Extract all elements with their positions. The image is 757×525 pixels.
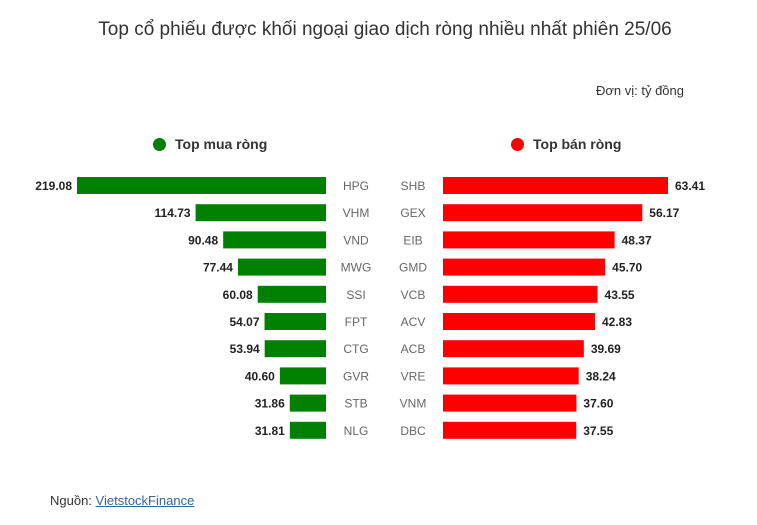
buy-value-label: 40.60 — [245, 369, 275, 383]
buy-value-label: 31.86 — [255, 397, 285, 411]
sell-bar-vcb — [443, 285, 598, 303]
buy-bar-nlg — [289, 421, 326, 439]
buy-ticker-label: HPG — [343, 179, 369, 193]
buy-value-label: 53.94 — [230, 342, 260, 356]
buy-ticker-label: CTG — [343, 342, 368, 356]
sell-value-label: 48.37 — [622, 233, 652, 247]
sell-bar-vnm — [443, 394, 577, 412]
legend-buy-label: Top mua ròng — [175, 136, 268, 152]
sell-ticker-label: EIB — [403, 233, 422, 247]
sell-ticker-label: ACV — [401, 315, 426, 329]
source-note: Nguồn: VietstockFinance — [50, 493, 194, 508]
sell-ticker-label: GMD — [399, 261, 427, 275]
sell-ticker-label: ACB — [401, 342, 426, 356]
sell-value-label: 63.41 — [675, 179, 705, 193]
buy-bar-stb — [289, 394, 326, 412]
unit-label: Đơn vị: tỷ đồng — [595, 83, 684, 98]
sell-value-label: 43.55 — [605, 288, 635, 302]
buy-ticker-label: NLG — [344, 424, 369, 438]
sell-bar-acv — [443, 313, 595, 330]
legend-sell-dot — [511, 137, 524, 151]
buy-value-label: 219.08 — [35, 179, 72, 193]
buy-ticker-label: STB — [344, 397, 367, 411]
buy-value-label: 90.48 — [188, 233, 218, 247]
buy-bar-fpt — [264, 313, 326, 330]
legend-buy: Top mua ròng — [153, 136, 267, 152]
sell-bar-gmd — [443, 258, 606, 276]
chart-title: Top cổ phiếu được khối ngoại giao dịch r… — [98, 19, 672, 40]
sell-ticker-label: GEX — [400, 206, 425, 220]
sell-bar-dbc — [443, 421, 577, 439]
buy-bar-mwg — [237, 258, 326, 276]
buy-bar-vhm — [195, 204, 326, 222]
buy-value-label: 114.73 — [155, 206, 191, 220]
sell-value-label: 38.24 — [586, 369, 616, 383]
sell-bar-vre — [443, 367, 579, 385]
sell-value-label: 37.60 — [583, 397, 613, 411]
sell-value-label: 39.69 — [591, 342, 621, 356]
source-link[interactable]: VietstockFinance — [95, 493, 195, 508]
buy-value-label: 31.81 — [255, 424, 285, 438]
buy-ticker-label: MWG — [341, 261, 372, 275]
buy-bar-gvr — [279, 367, 326, 385]
sell-bar-acb — [443, 340, 584, 358]
legend-buy-dot — [153, 137, 166, 151]
sell-bar-eib — [443, 231, 615, 249]
buy-ticker-label: GVR — [343, 369, 369, 383]
buy-value-label: 60.08 — [223, 288, 253, 302]
buy-bar-ctg — [264, 340, 326, 358]
sell-ticker-label: VNM — [400, 397, 427, 411]
buy-ticker-label: SSI — [346, 288, 365, 302]
sell-value-label: 37.55 — [583, 424, 613, 438]
buy-value-label: 54.07 — [230, 315, 260, 329]
buy-ticker-label: VHM — [343, 206, 370, 220]
sell-ticker-label: DBC — [400, 424, 426, 438]
buy-ticker-label: FPT — [345, 315, 368, 329]
sell-bar-gex — [443, 204, 643, 222]
buy-bar-hpg — [77, 177, 326, 194]
sell-ticker-label: SHB — [401, 179, 426, 193]
sell-value-label: 56.17 — [649, 206, 679, 220]
buy-ticker-label: VND — [343, 233, 369, 247]
buy-bar-ssi — [257, 285, 326, 303]
sell-value-label: 42.83 — [602, 315, 632, 329]
buy-value-label: 77.44 — [203, 261, 233, 275]
sell-bar-shb — [443, 177, 668, 194]
sell-ticker-label: VCB — [401, 288, 426, 302]
source-label: Nguồn: — [50, 493, 96, 508]
sell-ticker-label: VRE — [401, 369, 426, 383]
buy-bar-vnd — [223, 231, 326, 249]
legend-sell: Top bán ròng — [511, 136, 621, 152]
legend-sell-label: Top bán ròng — [533, 136, 622, 152]
sell-value-label: 45.70 — [612, 261, 642, 275]
